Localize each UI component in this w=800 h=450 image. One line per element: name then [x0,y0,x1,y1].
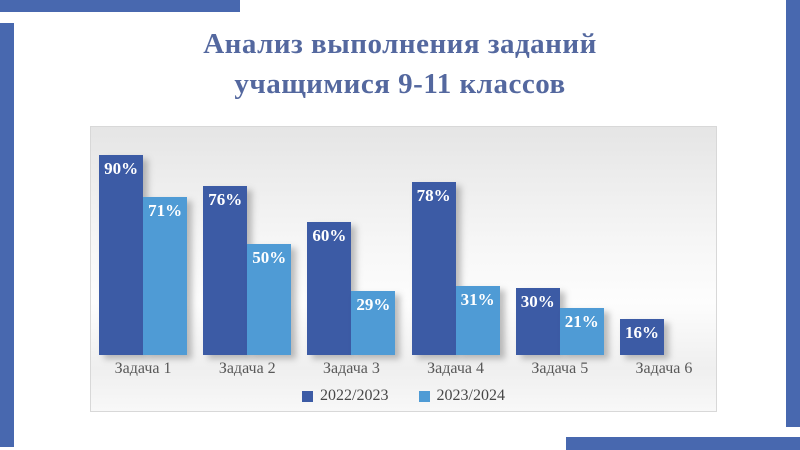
category-label-6: Задача 6 [635,360,693,377]
category-axis: Задача 1 Задача 2 Задача 3 Задача 4 Задача 5… [91,355,716,381]
legend-swatch [302,390,314,402]
bar-series-2022-2023-cat-3: 60% [307,222,352,355]
bar-series-2022-2023-cat-5: 30% [515,288,560,355]
bar-series-2023-2024-cat-2: 50% [247,244,292,355]
bar-series-2023-2024-cat-3: 29% [351,291,396,355]
bar-value-label: 31% [460,290,495,309]
legend-label: 2023/2024 [436,387,505,404]
legend: 2022/2023 2023/2024 [91,381,716,411]
bar-value-label: 50% [252,248,287,267]
accent-bar-right [786,0,800,427]
slide-title-line1: Анализ выполнения заданий [203,28,597,60]
bar-group-1: 90% 71% [91,127,195,355]
bar-value-label: 16% [624,323,659,342]
category-label-2: Задача 2 [218,360,276,377]
legend-swatch [418,390,430,402]
bar-series-2023-2024-cat-1: 71% [143,197,188,355]
bar-group-3: 60% 29% [299,127,403,355]
bar-series-2022-2023-cat-2: 76% [203,186,248,355]
bar-group-6: 16% [612,127,716,355]
bar-value-label: 90% [104,159,139,178]
bar-group-2: 76% 50% [195,127,299,355]
slide-title: Анализ выполнения заданий учащимися 9-11… [0,24,800,104]
slide-title-line2: учащимися 9-11 классов [234,68,566,100]
category-label-3: Задача 3 [322,360,380,377]
legend-item-2022-2023: 2022/2023 [302,387,389,405]
accent-bar-top [0,0,240,12]
bar-series-2022-2023-cat-6: 16% [619,319,664,355]
bar-value-label: 78% [416,186,451,205]
bar-series-2022-2023-cat-1: 90% [99,155,144,355]
bar-value-label: 71% [148,201,183,220]
bar-value-label: 29% [356,295,391,314]
bar-series-2023-2024-cat-4: 31% [455,286,500,355]
bar-value-label: 21% [564,312,599,331]
category-label-5: Задача 5 [531,360,589,377]
legend-item-2023-2024: 2023/2024 [418,387,505,405]
legend-label: 2022/2023 [320,387,389,404]
plot-area: 90% 71% 76% 50% 60% 29% 78% 31% 30% 21% 16% [91,127,716,355]
category-label-4: Задача 4 [427,360,485,377]
bar-series-2022-2023-cat-4: 78% [411,182,456,355]
accent-bar-bottom [566,437,800,450]
accent-bar-left [0,23,14,447]
bar-value-label: 30% [520,292,555,311]
bar-value-label: 76% [208,190,243,209]
category-label-1: Задача 1 [114,360,172,377]
bar-value-label: 60% [312,226,347,245]
bar-chart: 90% 71% 76% 50% 60% 29% 78% 31% 30% 21% 16% Задача… [90,126,717,412]
bar-group-5: 30% 21% [508,127,612,355]
bar-series-2023-2024-cat-5: 21% [559,308,604,355]
bar-group-4: 78% 31% [404,127,508,355]
